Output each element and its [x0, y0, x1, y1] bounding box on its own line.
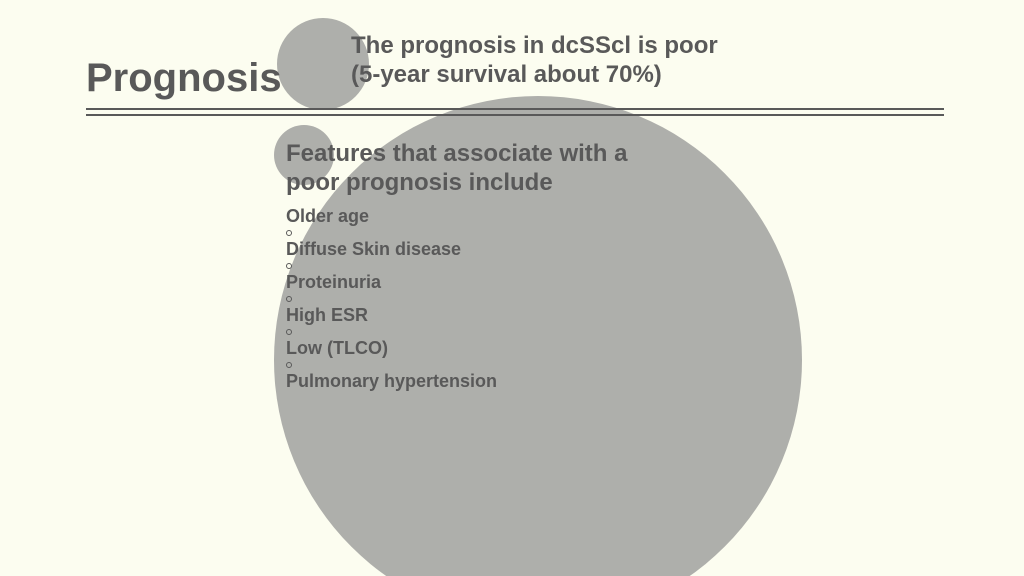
prognosis-summary: The prognosis in dcSScl is poor (5-year … [351, 32, 718, 90]
feature-item: Older age [286, 206, 497, 227]
bullet-icon [286, 296, 292, 302]
title-rule-bottom [86, 114, 944, 116]
slide-title: Prognosis [86, 56, 282, 101]
features-heading-line2: poor prognosis include [286, 169, 553, 196]
feature-item: High ESR [286, 305, 497, 326]
features-heading: Features that associate with a poor prog… [286, 140, 627, 198]
bullet-icon [286, 329, 292, 335]
bullet-icon [286, 263, 292, 269]
feature-item: Proteinuria [286, 272, 497, 293]
title-rule-top [86, 108, 944, 110]
feature-item: Diffuse Skin disease [286, 239, 497, 260]
feature-list: Older age Diffuse Skin disease Proteinuria… [286, 206, 497, 392]
features-heading-line1: Features that associate with a [286, 140, 627, 167]
prognosis-summary-line1: The prognosis in dcSScl is poor [351, 32, 718, 59]
prognosis-summary-line2: (5-year survival about 70%) [351, 61, 662, 88]
bullet-icon [286, 230, 292, 236]
bullet-icon [286, 362, 292, 368]
feature-item: Pulmonary hypertension [286, 371, 497, 392]
feature-item: Low (TLCO) [286, 338, 497, 359]
